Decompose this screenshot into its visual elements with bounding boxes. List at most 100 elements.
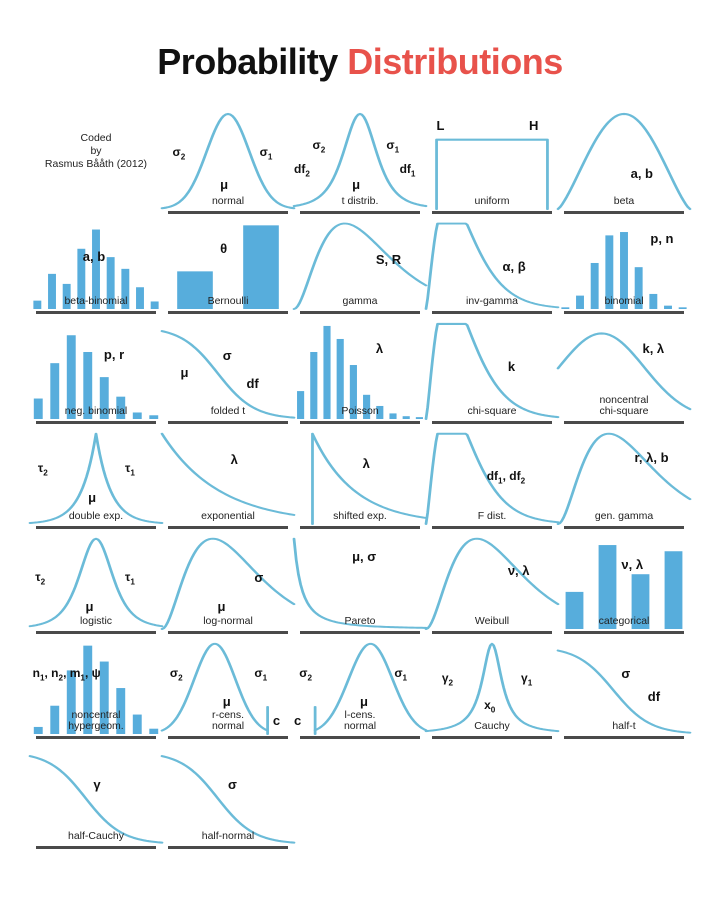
axis-baseline xyxy=(168,421,288,424)
axis-baseline xyxy=(168,631,288,634)
distribution-cell-l-cens-normal: l-cens. normal σ2 c μ σ1 xyxy=(294,640,428,745)
parameter-label-cauchy-2: γ1 xyxy=(521,670,533,687)
plot-weibull xyxy=(424,535,560,630)
distribution-cell-gamma: gamma S, R xyxy=(292,220,428,320)
parameter-label-uniform-0: L xyxy=(436,117,445,133)
parameter-label-weibull-0: ν, λ xyxy=(507,563,530,579)
plot-exponential xyxy=(160,430,296,524)
parameter-label-exponential-0: λ xyxy=(230,452,238,468)
parameter-label-normal-2: σ1 xyxy=(259,145,273,162)
parameter-label-r-cens-normal-2: σ1 xyxy=(254,666,268,683)
parameter-label-t-distrib-2: μ xyxy=(352,177,361,193)
axis-baseline xyxy=(168,736,288,739)
axis-baseline xyxy=(564,526,684,529)
parameter-label-t-distrib-4: df1 xyxy=(399,161,416,179)
axis-baseline xyxy=(36,421,156,424)
plot-inv-gamma xyxy=(424,220,560,310)
grid-row: noncentral hypergeom. n1, n2, m1, ψ r-cens… xyxy=(30,640,692,745)
parameter-label-logistic-1: μ xyxy=(85,599,94,615)
parameter-label-t-distrib-3: σ1 xyxy=(386,137,400,154)
axis-baseline xyxy=(300,526,420,529)
distribution-cell-cauchy: Cauchy γ2 x0 γ1 xyxy=(424,640,560,745)
parameter-label-cauchy-0: γ2 xyxy=(441,670,454,687)
plot-normal xyxy=(160,110,296,210)
parameter-label-f-dist-0: df1, df2 xyxy=(486,468,526,486)
axis-baseline xyxy=(300,631,420,634)
parameter-label-shifted-exp-0: λ xyxy=(362,456,370,472)
distribution-cell-credit: Coded by Rasmus Bååth (2012) xyxy=(30,110,162,220)
empty-cell xyxy=(426,745,558,855)
axis-baseline xyxy=(432,421,552,424)
axis-baseline xyxy=(432,631,552,634)
parameter-label-r-cens-normal-1: μ xyxy=(222,693,231,709)
axis-baseline xyxy=(432,736,552,739)
distribution-cell-shifted-exp: shifted exp. λ xyxy=(294,430,428,535)
axis-baseline xyxy=(168,846,288,849)
parameter-label-folded-t-0: μ xyxy=(180,365,189,381)
plot-gamma xyxy=(292,220,428,310)
grid-row: neg. binomial p, r folded t μ σ df Poisson λ chi… xyxy=(30,320,692,430)
axis-baseline xyxy=(564,211,684,214)
parameter-label-t-distrib-1: df2 xyxy=(294,161,310,179)
distribution-cell-gen-gamma: gen. gamma r, λ, b xyxy=(556,430,692,535)
parameter-label-double-exp-0: τ2 xyxy=(37,460,48,477)
plot-log-normal xyxy=(160,535,296,630)
parameter-label-r-cens-normal-0: σ2 xyxy=(169,666,183,683)
parameter-label-noncentral-chi-square-0: k, λ xyxy=(642,341,665,356)
parameter-label-logistic-0: τ2 xyxy=(35,569,46,587)
plot-f-dist xyxy=(424,430,560,525)
distribution-cell-beta-binomial: beta-binomial a, b xyxy=(30,220,162,320)
plot-neg-binomial xyxy=(30,320,162,419)
distribution-grid: Coded by Rasmus Bååth (2012) normal σ2 μ σ1 t… xyxy=(28,110,692,855)
distribution-cell-logistic: logistic τ2 μ τ1 xyxy=(28,535,164,640)
distribution-cell-noncentral-chi-square: noncentral chi-square k, λ xyxy=(556,320,692,430)
parameter-label-neg-binomial-0: p, r xyxy=(103,346,125,362)
parameter-label-binomial-0: p, n xyxy=(650,231,674,246)
plot-beta-binomial xyxy=(30,220,162,309)
distribution-cell-weibull: Weibull ν, λ xyxy=(424,535,560,640)
plot-gen-gamma xyxy=(556,430,692,525)
parameter-label-half-normal-0: σ xyxy=(228,777,237,792)
axis-baseline xyxy=(168,311,288,314)
parameter-label-categorical-0: ν, λ xyxy=(621,557,644,573)
plot-cauchy xyxy=(424,640,560,734)
parameter-label-beta-0: a, b xyxy=(630,166,653,182)
distribution-cell-beta: beta a, b xyxy=(556,110,692,220)
parameter-label-beta-binomial-0: a, b xyxy=(82,249,106,264)
axis-baseline xyxy=(564,631,684,634)
distribution-cell-half-t: half-t σ df xyxy=(556,640,692,745)
plot-poisson xyxy=(294,320,426,419)
distribution-cell-noncentral-hypergeom: noncentral hypergeom. n1, n2, m1, ψ xyxy=(30,640,162,745)
parameter-label-folded-t-2: df xyxy=(246,376,259,392)
parameter-label-l-cens-normal-1: c xyxy=(294,712,302,728)
distribution-cell-uniform: uniform L H xyxy=(426,110,558,220)
axis-baseline xyxy=(300,211,420,214)
axis-baseline xyxy=(36,526,156,529)
parameter-label-log-normal-1: σ xyxy=(254,569,264,585)
parameter-label-poisson-0: λ xyxy=(375,341,384,356)
credit-text: Coded by Rasmus Bååth (2012) xyxy=(44,132,148,170)
parameter-label-half-cauchy-0: γ xyxy=(93,777,101,792)
distribution-cell-inv-gamma: inv-gamma α, β xyxy=(424,220,560,320)
plot-r-cens-normal xyxy=(160,640,294,735)
axis-baseline xyxy=(432,211,552,214)
parameter-label-l-cens-normal-0: σ2 xyxy=(299,666,313,683)
plot-categorical xyxy=(558,535,690,629)
parameter-label-log-normal-0: μ xyxy=(217,599,226,615)
plot-bernoulli xyxy=(162,220,294,309)
grid-row: half-Cauchy γ half-normal σ xyxy=(28,745,690,855)
parameter-label-pareto-0: μ, σ xyxy=(352,548,377,564)
distribution-cell-t-distrib: t distrib. σ2 df2 μ σ1 df1 xyxy=(292,110,428,220)
grid-row: logistic τ2 μ τ1 log-normal μ σ Pareto μ, σ Weibu… xyxy=(28,535,690,640)
plot-binomial xyxy=(558,220,690,309)
parameter-label-r-cens-normal-3: c xyxy=(272,712,281,728)
parameter-label-half-t-0: σ xyxy=(621,666,631,682)
distribution-cell-pareto: Pareto μ, σ xyxy=(292,535,428,640)
plot-pareto xyxy=(292,535,428,629)
parameter-label-half-t-1: df xyxy=(647,689,661,705)
parameter-label-bernoulli-0: θ xyxy=(220,241,228,256)
plot-l-cens-normal xyxy=(294,640,428,735)
plot-t-distrib xyxy=(292,110,428,209)
